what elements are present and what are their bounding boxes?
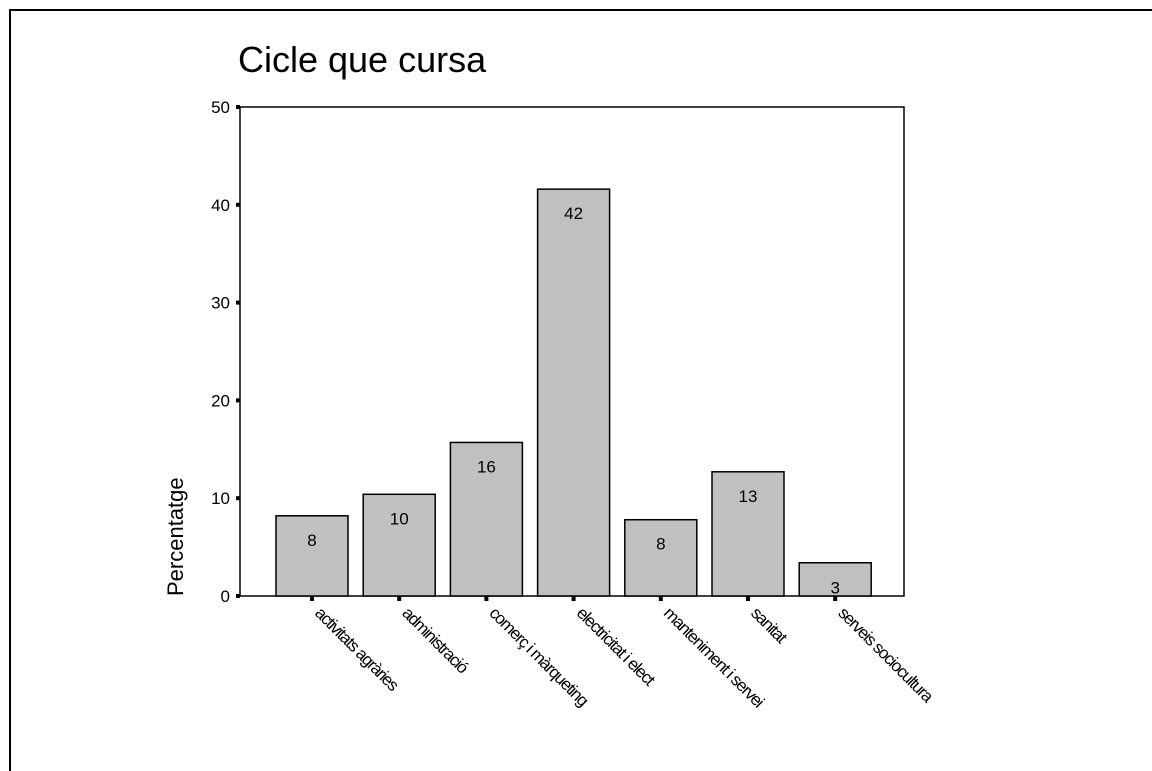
y-tick-mark	[236, 300, 240, 305]
data-label: 3	[830, 578, 839, 597]
x-tick-mark	[397, 596, 402, 601]
y-tick-label: 20	[211, 391, 230, 410]
data-label: 8	[656, 535, 665, 554]
bar	[711, 471, 785, 597]
data-label: 16	[477, 457, 496, 476]
x-tick-mark	[310, 596, 314, 601]
y-tick-mark	[236, 398, 240, 403]
x-tick-mark	[484, 596, 489, 601]
x-tick-mark	[746, 596, 750, 601]
y-tick-label: 50	[211, 98, 230, 117]
y-tick-label: 0	[221, 587, 230, 606]
bar	[536, 188, 611, 597]
y-tick-mark	[236, 594, 240, 598]
bar	[798, 561, 872, 597]
x-tick-mark	[571, 596, 576, 601]
bar	[624, 518, 698, 597]
y-tick-mark	[236, 105, 240, 109]
y-tick-mark	[236, 496, 240, 501]
category-label: serveis sociocultura	[834, 603, 937, 706]
bar	[449, 441, 524, 597]
data-label: 13	[739, 487, 758, 506]
data-label: 8	[307, 531, 316, 550]
data-label: 10	[390, 509, 409, 528]
chart-frame	[9, 9, 1152, 771]
bar	[362, 493, 436, 597]
category-label: sanitat	[747, 603, 791, 647]
category-label: activitats agràries	[311, 603, 402, 694]
category-label: electricitat i elect	[573, 603, 659, 689]
y-tick-label: 10	[211, 489, 230, 508]
y-tick-mark	[236, 202, 240, 207]
y-tick-label: 40	[211, 196, 230, 215]
y-tick-label: 30	[211, 294, 230, 313]
x-tick-mark	[658, 596, 663, 601]
chart-title: Cicle que cursa	[238, 39, 487, 80]
y-axis-label: Percentatge	[163, 477, 188, 596]
category-label: administració	[398, 603, 472, 677]
x-tick-mark	[833, 596, 838, 601]
data-label: 42	[564, 204, 583, 223]
bar	[275, 515, 349, 597]
